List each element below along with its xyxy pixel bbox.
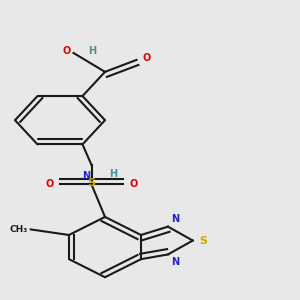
Text: H: H (110, 169, 118, 179)
Text: O: O (129, 179, 137, 189)
Text: S: S (88, 178, 95, 188)
Text: N: N (171, 214, 179, 224)
Text: S: S (199, 236, 207, 245)
Text: H: H (88, 46, 96, 56)
Text: CH₃: CH₃ (10, 225, 28, 234)
Text: N: N (82, 171, 90, 181)
Text: N: N (171, 257, 179, 267)
Text: O: O (46, 179, 54, 189)
Text: O: O (142, 53, 151, 63)
Text: O: O (62, 46, 70, 56)
